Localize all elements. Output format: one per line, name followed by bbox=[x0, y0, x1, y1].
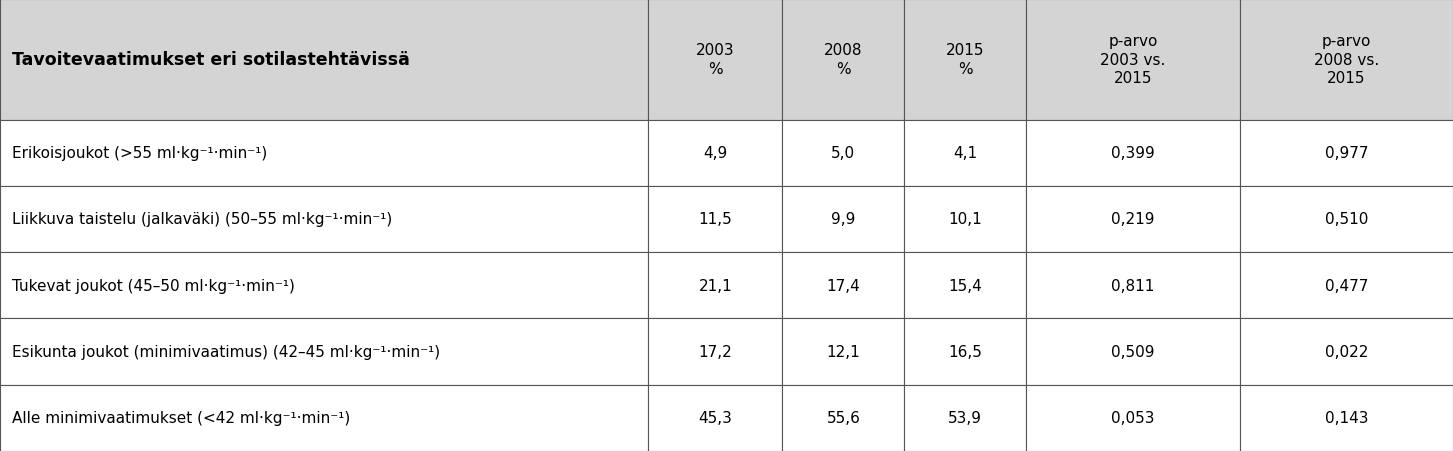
Bar bbox=[782, 186, 904, 253]
Bar bbox=[1026, 186, 1239, 253]
Bar bbox=[904, 186, 1026, 253]
Text: 0,219: 0,219 bbox=[1112, 212, 1155, 227]
Bar bbox=[782, 385, 904, 451]
Bar bbox=[0, 120, 648, 186]
Text: 0,977: 0,977 bbox=[1325, 146, 1369, 161]
Bar bbox=[0, 253, 648, 319]
Bar bbox=[904, 319, 1026, 385]
Text: 9,9: 9,9 bbox=[831, 212, 856, 227]
Text: 2008
%: 2008 % bbox=[824, 43, 863, 77]
Text: p-arvo
2008 vs.
2015: p-arvo 2008 vs. 2015 bbox=[1314, 34, 1379, 86]
Text: 15,4: 15,4 bbox=[949, 278, 982, 293]
Bar bbox=[1239, 120, 1453, 186]
Text: 16,5: 16,5 bbox=[949, 344, 982, 359]
Text: p-arvo
2003 vs.
2015: p-arvo 2003 vs. 2015 bbox=[1100, 34, 1165, 86]
Bar bbox=[648, 319, 782, 385]
Text: 10,1: 10,1 bbox=[949, 212, 982, 227]
Text: Erikoisjoukot (>55 ml·kg⁻¹·min⁻¹): Erikoisjoukot (>55 ml·kg⁻¹·min⁻¹) bbox=[12, 146, 267, 161]
Text: 17,2: 17,2 bbox=[699, 344, 732, 359]
Text: Esikunta joukot (minimivaatimus) (42–45 ml·kg⁻¹·min⁻¹): Esikunta joukot (minimivaatimus) (42–45 … bbox=[12, 344, 440, 359]
Text: 2003
%: 2003 % bbox=[696, 43, 735, 77]
Text: 2015
%: 2015 % bbox=[946, 43, 985, 77]
Bar bbox=[1239, 0, 1453, 120]
Bar bbox=[0, 385, 648, 451]
Text: 12,1: 12,1 bbox=[827, 344, 860, 359]
Bar bbox=[1239, 385, 1453, 451]
Text: 0,510: 0,510 bbox=[1325, 212, 1367, 227]
Text: 0,399: 0,399 bbox=[1112, 146, 1155, 161]
Bar bbox=[648, 120, 782, 186]
Text: 4,1: 4,1 bbox=[953, 146, 978, 161]
Bar bbox=[904, 385, 1026, 451]
Bar bbox=[904, 0, 1026, 120]
Bar bbox=[1239, 319, 1453, 385]
Text: 5,0: 5,0 bbox=[831, 146, 856, 161]
Bar bbox=[1026, 385, 1239, 451]
Text: 0,053: 0,053 bbox=[1112, 410, 1155, 425]
Text: 21,1: 21,1 bbox=[699, 278, 732, 293]
Bar bbox=[1026, 0, 1239, 120]
Bar bbox=[648, 253, 782, 319]
Bar bbox=[648, 385, 782, 451]
Bar bbox=[1026, 319, 1239, 385]
Text: 0,509: 0,509 bbox=[1112, 344, 1155, 359]
Bar bbox=[1026, 120, 1239, 186]
Bar bbox=[0, 319, 648, 385]
Text: 0,022: 0,022 bbox=[1325, 344, 1367, 359]
Text: 11,5: 11,5 bbox=[699, 212, 732, 227]
Text: 53,9: 53,9 bbox=[949, 410, 982, 425]
Text: 0,477: 0,477 bbox=[1325, 278, 1367, 293]
Bar bbox=[782, 120, 904, 186]
Bar bbox=[782, 0, 904, 120]
Text: Tavoitevaatimukset eri sotilastehtävissä: Tavoitevaatimukset eri sotilastehtävissä bbox=[12, 51, 410, 69]
Text: 4,9: 4,9 bbox=[703, 146, 728, 161]
Bar bbox=[904, 120, 1026, 186]
Text: 17,4: 17,4 bbox=[827, 278, 860, 293]
Bar bbox=[1239, 253, 1453, 319]
Text: Tukevat joukot (45–50 ml·kg⁻¹·min⁻¹): Tukevat joukot (45–50 ml·kg⁻¹·min⁻¹) bbox=[12, 278, 295, 293]
Bar bbox=[0, 186, 648, 253]
Text: Alle minimivaatimukset (<42 ml·kg⁻¹·min⁻¹): Alle minimivaatimukset (<42 ml·kg⁻¹·min⁻… bbox=[12, 410, 350, 425]
Bar bbox=[904, 253, 1026, 319]
Bar bbox=[1239, 186, 1453, 253]
Bar bbox=[782, 253, 904, 319]
Text: 55,6: 55,6 bbox=[827, 410, 860, 425]
Text: Liikkuva taistelu (jalkaväki) (50–55 ml·kg⁻¹·min⁻¹): Liikkuva taistelu (jalkaväki) (50–55 ml·… bbox=[12, 212, 392, 227]
Bar bbox=[782, 319, 904, 385]
Bar bbox=[1026, 253, 1239, 319]
Text: 45,3: 45,3 bbox=[699, 410, 732, 425]
Bar bbox=[648, 186, 782, 253]
Bar bbox=[0, 0, 648, 120]
Text: 0,811: 0,811 bbox=[1112, 278, 1155, 293]
Bar bbox=[648, 0, 782, 120]
Text: 0,143: 0,143 bbox=[1325, 410, 1369, 425]
